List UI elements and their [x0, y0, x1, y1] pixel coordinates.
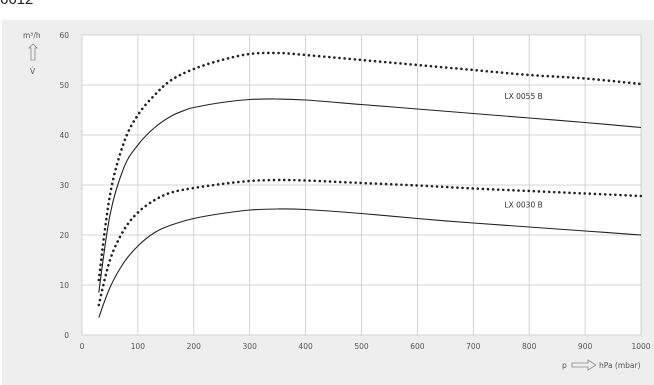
y-tick-label: 20 [59, 231, 69, 240]
x-tick-label: 800 [522, 342, 537, 351]
x-tick-label: 0 [80, 342, 85, 351]
x-tick-label: 200 [187, 342, 202, 351]
x-tick-label: 100 [131, 342, 146, 351]
series-line-2 [98, 98, 642, 293]
y-tick-label: 10 [59, 281, 69, 290]
series-line-1 [97, 51, 643, 282]
y-tick-label: 60 [59, 31, 69, 40]
series-lines [97, 51, 643, 318]
chart-svg: 0 100 200 300 400 500 600 700 800 900 1000 0 10 20 30 4… [23, 31, 651, 371]
x-symbol: p [562, 361, 567, 370]
annotations: LX 0055 B LX 0030 B [504, 92, 542, 210]
x-tick-label: 400 [298, 342, 313, 351]
x-unit-label: hPa (mbar) [599, 361, 641, 370]
x-tick-label: 500 [354, 342, 369, 351]
x-tick-label: 1000 [631, 342, 650, 351]
y-tick-label: 40 [59, 131, 69, 140]
y-symbol: V̇ [30, 67, 36, 76]
grid [81, 34, 642, 336]
y-unit-label: m³/h [23, 31, 41, 40]
series-annotation: LX 0030 B [504, 201, 542, 210]
series-line-4 [98, 208, 642, 318]
y-tick-label: 50 [59, 81, 69, 90]
x-tick-label: 600 [410, 342, 425, 351]
x-axis-arrow-icon [571, 359, 597, 371]
tick-labels: 0 100 200 300 400 500 600 700 800 900 1000 0 10 20 30 4… [59, 31, 650, 351]
y-axis-arrow-icon [28, 43, 38, 61]
x-tick-label: 300 [243, 342, 258, 351]
y-tick-label: 0 [64, 331, 69, 340]
figure-code: 6612 [0, 0, 33, 8]
y-tick-label: 30 [59, 181, 69, 190]
series-annotation: LX 0055 B [504, 92, 542, 101]
series-line-3 [97, 178, 643, 307]
x-tick-label: 900 [578, 342, 593, 351]
chart-panel: 0 100 200 300 400 500 600 700 800 900 1000 0 10 20 30 4… [2, 20, 654, 385]
x-tick-label: 700 [466, 342, 481, 351]
